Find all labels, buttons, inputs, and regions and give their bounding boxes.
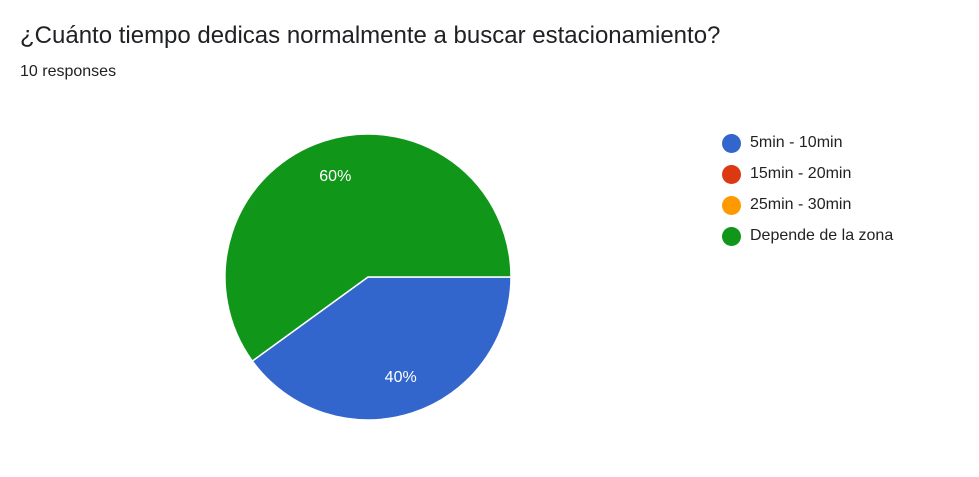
legend: 5min - 10min 15min - 20min 25min - 30min… [722, 133, 893, 257]
chart-title: ¿Cuánto tiempo dedicas normalmente a bus… [20, 22, 721, 49]
pie-slice-3[interactable] [224, 133, 512, 363]
response-count: 10 responses [20, 63, 117, 80]
legend-label: 15min - 20min [750, 165, 852, 182]
legend-item-25-30min[interactable]: 25min - 30min [722, 195, 893, 215]
legend-item-5-10min[interactable]: 5min - 10min [722, 133, 893, 153]
legend-swatch [722, 133, 741, 153]
legend-item-depende-de-la-zona[interactable]: Depende de la zona [722, 226, 893, 246]
legend-label: 25min - 30min [750, 196, 852, 213]
legend-item-15-20min[interactable]: 15min - 20min [722, 164, 893, 184]
legend-label: 5min - 10min [750, 134, 843, 151]
legend-swatch [722, 164, 741, 184]
legend-label: Depende de la zona [750, 227, 894, 244]
legend-swatch [722, 226, 741, 246]
slice-label-0: 40% [385, 369, 417, 386]
legend-swatch [722, 195, 741, 215]
slice-label-3: 60% [319, 168, 351, 185]
pie-slice-0[interactable] [251, 276, 512, 421]
